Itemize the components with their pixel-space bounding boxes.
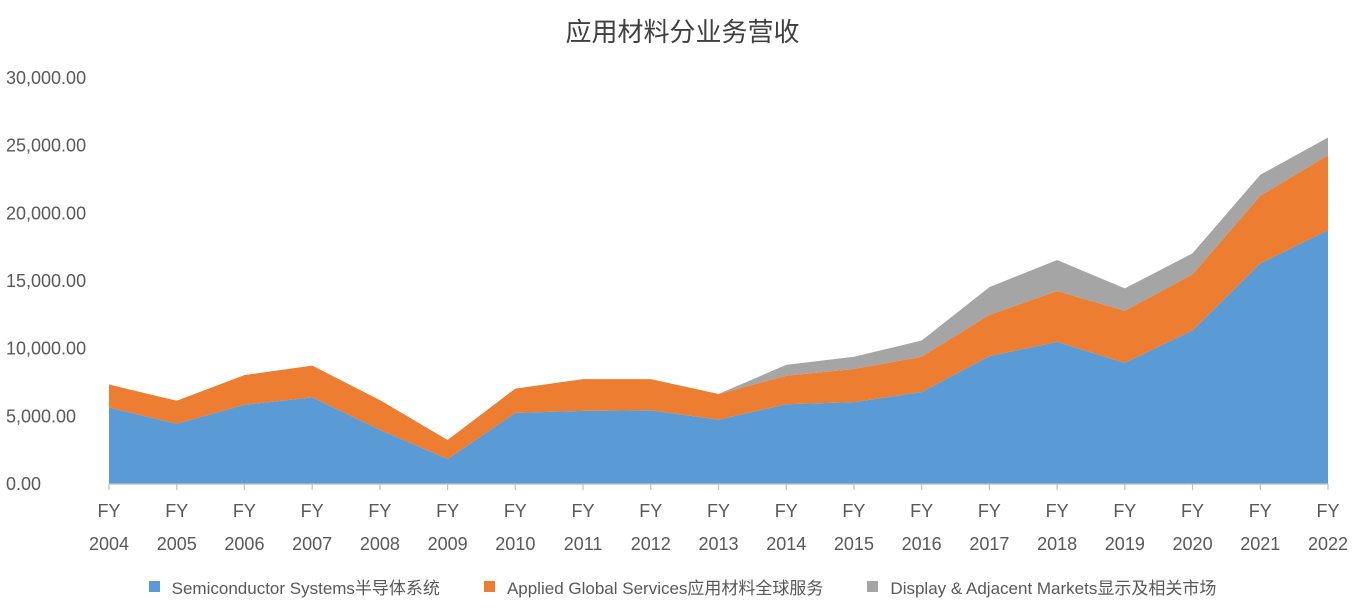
legend-item-services: Applied Global Services应用材料全球服务 bbox=[483, 574, 824, 599]
x-tick-label: 2018 bbox=[1037, 534, 1077, 554]
x-tick-label: FY bbox=[910, 501, 933, 521]
x-tick-label: FY bbox=[97, 501, 120, 521]
x-tick-label: 2009 bbox=[428, 534, 468, 554]
x-tick-label: FY bbox=[436, 501, 459, 521]
legend-item-display: Display & Adjacent Markets显示及相关市场 bbox=[867, 574, 1216, 599]
legend-swatch-semiconductor bbox=[148, 581, 160, 592]
x-tick-label: 2015 bbox=[834, 534, 874, 554]
x-tick-label: 2008 bbox=[360, 534, 400, 554]
area-display bbox=[109, 137, 1328, 440]
x-tick-label: FY bbox=[639, 501, 662, 521]
x-tick-label: 2012 bbox=[631, 534, 671, 554]
x-tick-label: 2020 bbox=[1173, 534, 1213, 554]
x-tick-label: FY bbox=[233, 501, 256, 521]
y-tick-label: 25,000.00 bbox=[6, 136, 86, 156]
x-tick-label: FY bbox=[368, 501, 391, 521]
x-tick-label: 2005 bbox=[157, 534, 197, 554]
area-services bbox=[109, 155, 1328, 459]
y-tick-label: 5,000.00 bbox=[6, 406, 76, 426]
legend-swatch-services bbox=[483, 581, 495, 592]
x-tick-label: FY bbox=[775, 501, 798, 521]
y-tick-label: 15,000.00 bbox=[6, 271, 86, 291]
x-tick-label: 2014 bbox=[766, 534, 806, 554]
x-tick-label: FY bbox=[1181, 501, 1204, 521]
x-axis-labels: FY 2004 FY 2005 FY 2006 FY 2007 FY 2008 FY 2009 FY 20… bbox=[89, 501, 1348, 554]
x-tick-label: FY bbox=[1249, 501, 1272, 521]
x-tick-label: 2011 bbox=[564, 534, 603, 554]
areas-layer bbox=[109, 137, 1328, 484]
legend-label-services: Applied Global Services应用材料全球服务 bbox=[506, 579, 824, 598]
legend: Semiconductor Systems半导体系统 Applied Globa… bbox=[0, 574, 1365, 599]
x-tick-label: FY bbox=[504, 501, 527, 521]
x-tick-label: 2022 bbox=[1308, 534, 1348, 554]
x-tick-label: 2017 bbox=[969, 534, 1009, 554]
legend-swatch-display bbox=[867, 581, 879, 592]
x-tick-label: 2019 bbox=[1105, 534, 1145, 554]
x-tick-label: FY bbox=[1046, 501, 1069, 521]
y-tick-label: 10,000.00 bbox=[6, 339, 86, 359]
x-tick-label: FY bbox=[301, 501, 324, 521]
x-tick-label: 2010 bbox=[495, 534, 535, 554]
x-tick-label: 2013 bbox=[698, 534, 738, 554]
x-tick-label: 2007 bbox=[292, 534, 332, 554]
legend-label-display: Display & Adjacent Markets显示及相关市场 bbox=[890, 579, 1217, 598]
x-tick-label: FY bbox=[978, 501, 1001, 521]
y-tick-label: 30,000.00 bbox=[6, 68, 86, 88]
area-semiconductor bbox=[109, 230, 1328, 484]
x-tick-label: 2016 bbox=[902, 534, 942, 554]
x-tick-label: 2006 bbox=[224, 534, 264, 554]
chart-title: 应用材料分业务营收 bbox=[565, 17, 800, 47]
y-axis-labels: 0.00 5,000.00 10,000.00 15,000.00 20,000.00 2… bbox=[6, 68, 86, 494]
x-tick-label: FY bbox=[165, 501, 188, 521]
x-tick-label: 2021 bbox=[1240, 534, 1280, 554]
y-tick-label: 0.00 bbox=[6, 474, 41, 494]
legend-item-semiconductor: Semiconductor Systems半导体系统 bbox=[148, 574, 440, 599]
x-tick-label: FY bbox=[707, 501, 730, 521]
x-tick-label: FY bbox=[1316, 501, 1339, 521]
legend-label-semiconductor: Semiconductor Systems半导体系统 bbox=[171, 579, 440, 598]
x-tick-label: 2004 bbox=[89, 534, 129, 554]
x-tick-label: FY bbox=[842, 501, 865, 521]
y-tick-label: 20,000.00 bbox=[6, 203, 86, 223]
axis-layer bbox=[108, 483, 1329, 490]
x-tick-label: FY bbox=[572, 501, 595, 521]
x-tick-label: FY bbox=[1113, 501, 1136, 521]
